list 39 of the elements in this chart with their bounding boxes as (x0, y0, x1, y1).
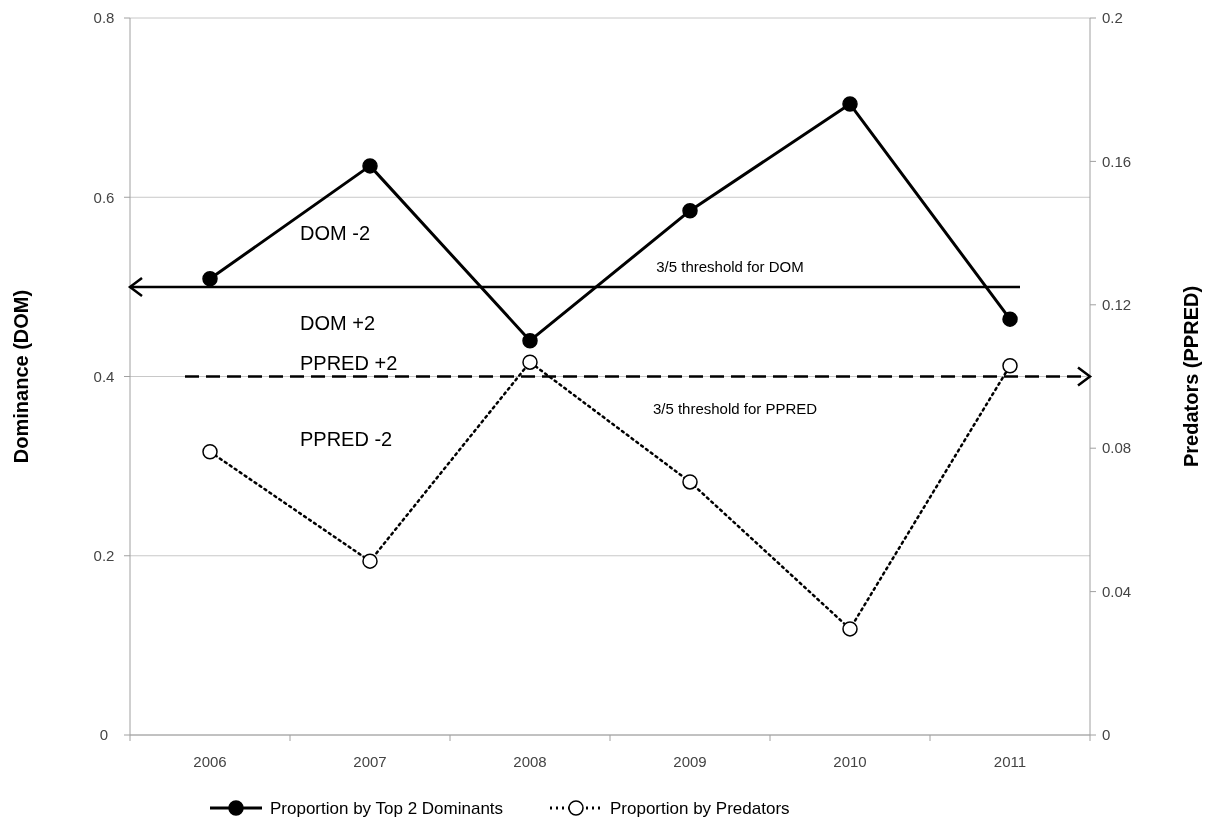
point (362, 158, 378, 174)
y-axis-title: Dominance (DOM) (10, 289, 32, 464)
x-tick-label: 2007 (353, 753, 387, 770)
y2-tick-label: 0.12 (1102, 296, 1132, 314)
y2-tick-label: 0 (1102, 726, 1111, 744)
y-tick-label: 0.2 (93, 547, 115, 564)
y2-tick-label: 0.2 (1102, 9, 1123, 27)
point (202, 444, 218, 460)
point (202, 271, 218, 287)
annotation: PPRED +2 (300, 352, 398, 375)
x-tick-label: 2010 (833, 753, 867, 770)
ref-line-label: 3/5 threshold for PPRED (652, 399, 818, 417)
x-tick-label: 2011 (993, 753, 1027, 770)
point (1002, 311, 1018, 327)
x-tick-label: 2008 (513, 753, 547, 770)
annotation: DOM -2 (300, 222, 370, 245)
legend-label: Proportion by Top 2 Dominants (270, 798, 504, 818)
point (522, 354, 538, 370)
point (522, 332, 538, 349)
x-tick-label: 2006 (193, 753, 227, 770)
y2-tick-label: 0.16 (1102, 152, 1132, 170)
y2-tick-label: 0.08 (1102, 439, 1132, 457)
point (682, 202, 698, 219)
y2-tick-label: 0.04 (1102, 582, 1132, 600)
point (842, 621, 858, 637)
x-tick-label: 2009 (673, 753, 707, 770)
y-tick-label: 0.8 (93, 9, 115, 27)
ref-line-label: 3/5 threshold for DOM (656, 258, 804, 276)
y2-axis-title: Predators (PPRED) (1180, 285, 1202, 468)
legend-label: Proportion by Predators (610, 798, 790, 818)
annotation: PPRED -2 (300, 428, 393, 451)
annotation: DOM +2 (300, 311, 376, 334)
y-tick-label: 0 (99, 726, 109, 744)
point (1002, 358, 1018, 374)
point (362, 553, 378, 569)
y-tick-label: 0.6 (93, 188, 115, 206)
y-tick-label: 0.4 (93, 367, 115, 385)
point (682, 474, 698, 490)
point (842, 96, 858, 112)
